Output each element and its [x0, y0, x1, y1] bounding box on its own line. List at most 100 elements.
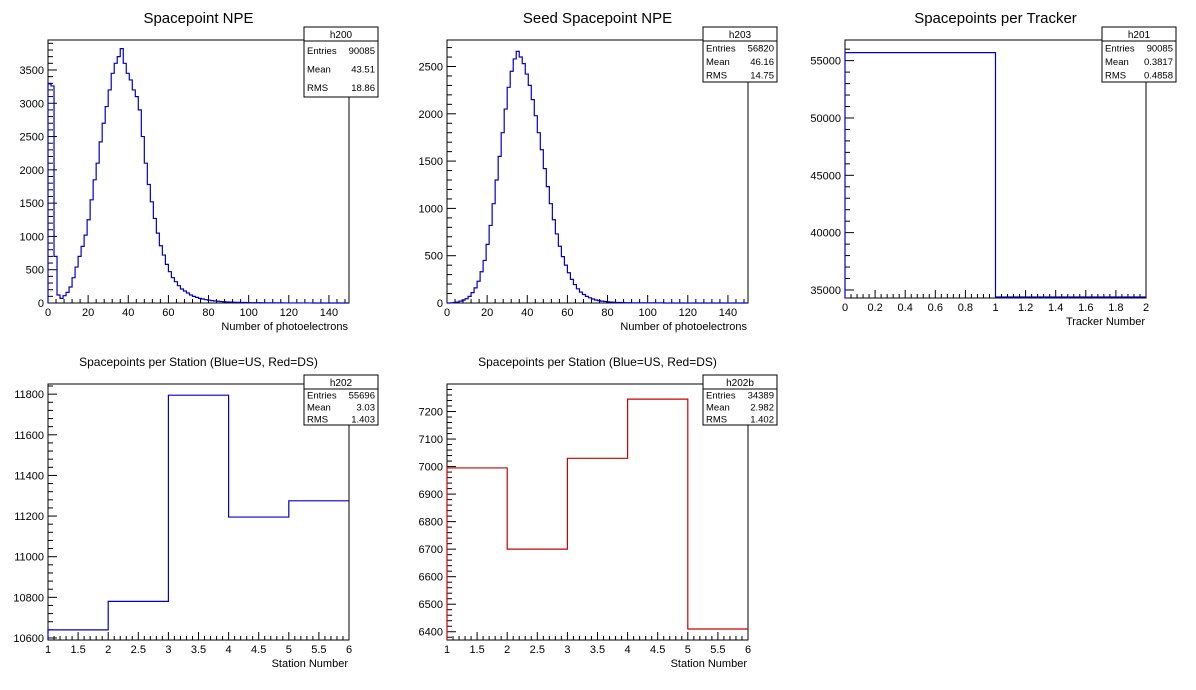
stats-row-value: 34389	[748, 391, 774, 402]
histogram-bin	[147, 184, 150, 303]
stats-box: h201 Entries 90085 Mean 0.3817 RMS 0.4858	[1101, 26, 1177, 83]
histogram-series	[446, 398, 748, 640]
histogram-bin	[186, 293, 189, 303]
histogram-bin	[78, 256, 81, 303]
x-tick-label: 100	[239, 307, 257, 319]
histogram-bin	[171, 278, 174, 303]
x-tick-label: 4	[625, 644, 631, 656]
histogram-bin	[489, 225, 492, 303]
x-tick-label: 1	[992, 302, 998, 314]
histogram-bin	[144, 163, 147, 303]
y-tick-label: 10800	[13, 592, 44, 604]
histogram-bin	[498, 156, 501, 303]
stats-row-label: Entries	[706, 391, 736, 402]
stats-box: h200 Entries 90085 Mean 43.51 RMS 18.86	[303, 26, 379, 98]
stats-box-name: h201	[1128, 30, 1151, 41]
histogram-bin	[510, 71, 513, 303]
histogram-bin	[183, 291, 186, 303]
y-tick-label: 6400	[419, 627, 443, 639]
chart-title: Seed Spacepoint NPE	[523, 10, 672, 27]
y-tick-label: 45000	[810, 170, 841, 182]
y-tick-label: 6600	[419, 572, 443, 584]
x-tick-label: 40	[521, 307, 533, 319]
y-tick-label: 2500	[20, 132, 44, 144]
x-tick-label: 2	[1143, 302, 1149, 314]
histogram-bin	[229, 517, 289, 640]
histogram-bin	[465, 299, 468, 303]
chart-h201: Spacepoints per Tracker 0 0.2 0.4 0.6 0.8 1 1.2…	[810, 10, 1177, 328]
x-tick-label: 0.2	[867, 302, 882, 314]
histogram-bin	[576, 289, 579, 303]
x-tick-label: 2.5	[131, 644, 146, 656]
histogram-bin	[501, 133, 504, 303]
histogram-bin	[229, 302, 232, 303]
stats-row-label: Entries	[307, 46, 337, 57]
histogram-bin	[51, 86, 54, 303]
histogram-bin	[48, 630, 108, 640]
y-tick-label: 500	[26, 265, 44, 277]
histogram-bin	[205, 300, 208, 303]
histogram-bin	[504, 109, 507, 303]
histogram-bin	[516, 51, 519, 303]
x-tick-label: 0.4	[898, 302, 913, 314]
histogram-bin	[582, 294, 585, 303]
histogram-bin	[156, 233, 159, 303]
y-tick-label: 7100	[419, 434, 443, 446]
y-tick-label: 1000	[20, 231, 44, 243]
x-tick-label: 140	[719, 307, 737, 319]
histogram-bin	[462, 300, 465, 303]
x-axis-label: Tracker Number	[1066, 316, 1145, 328]
x-tick-label: 0.8	[958, 302, 973, 314]
histogram-bin	[141, 137, 144, 303]
x-tick-label: 120	[280, 307, 298, 319]
histogram-bin	[477, 281, 480, 303]
histogram-series	[47, 48, 349, 304]
histogram-bin	[159, 246, 162, 303]
x-tick-label: 2	[105, 644, 111, 656]
x-tick-label: 20	[82, 307, 94, 319]
x-tick-label: 4	[226, 644, 232, 656]
stats-row-value: 46.16	[750, 57, 774, 68]
stats-row-value: 43.51	[351, 65, 375, 76]
histogram-bin	[153, 218, 156, 303]
y-tick-label: 11800	[14, 389, 44, 401]
x-tick-label: 0	[842, 302, 848, 314]
stats-row-value: 18.86	[351, 83, 375, 94]
histogram-bin	[241, 302, 244, 303]
x-tick-label: 1.8	[1108, 302, 1123, 314]
y-tick-label: 6500	[419, 599, 443, 611]
histogram-bin	[522, 64, 525, 303]
x-tick-label: 5.5	[710, 644, 725, 656]
stats-box-frame	[303, 374, 379, 426]
stats-row-label: RMS	[307, 83, 328, 94]
histogram-bin	[199, 298, 202, 303]
stats-row-label: RMS	[1105, 71, 1126, 82]
histogram-bin	[189, 295, 192, 303]
histogram-bin	[99, 142, 102, 303]
histogram-bin	[549, 204, 552, 303]
histogram-bin	[96, 163, 99, 303]
histogram-bin	[238, 302, 241, 303]
x-tick-label: 3.5	[590, 644, 605, 656]
histogram-bin	[468, 296, 471, 303]
stats-row-label: Mean	[706, 403, 730, 414]
stats-box-name: h200	[330, 30, 353, 41]
histogram-bin	[616, 302, 619, 303]
stats-box: h203 Entries 56820 Mean 46.16 RMS 14.75	[702, 26, 778, 83]
x-tick-label: 80	[202, 307, 214, 319]
stats-box-frame	[702, 374, 778, 426]
stats-row-value: 1.402	[750, 415, 774, 426]
histogram-bin	[174, 282, 177, 303]
histogram-bin	[48, 84, 51, 303]
stats-box-frame	[1101, 26, 1177, 83]
histogram-bin	[129, 80, 132, 303]
histogram-bin	[168, 395, 228, 640]
x-tick-label: 60	[162, 307, 174, 319]
stats-box: h202b Entries 34389 Mean 2.982 RMS 1.402	[702, 374, 778, 426]
histogram-bin	[108, 90, 111, 303]
histogram-bin	[211, 301, 214, 303]
histogram-bin	[495, 180, 498, 303]
stats-box-name: h203	[729, 30, 752, 41]
histogram-bin	[63, 296, 66, 303]
